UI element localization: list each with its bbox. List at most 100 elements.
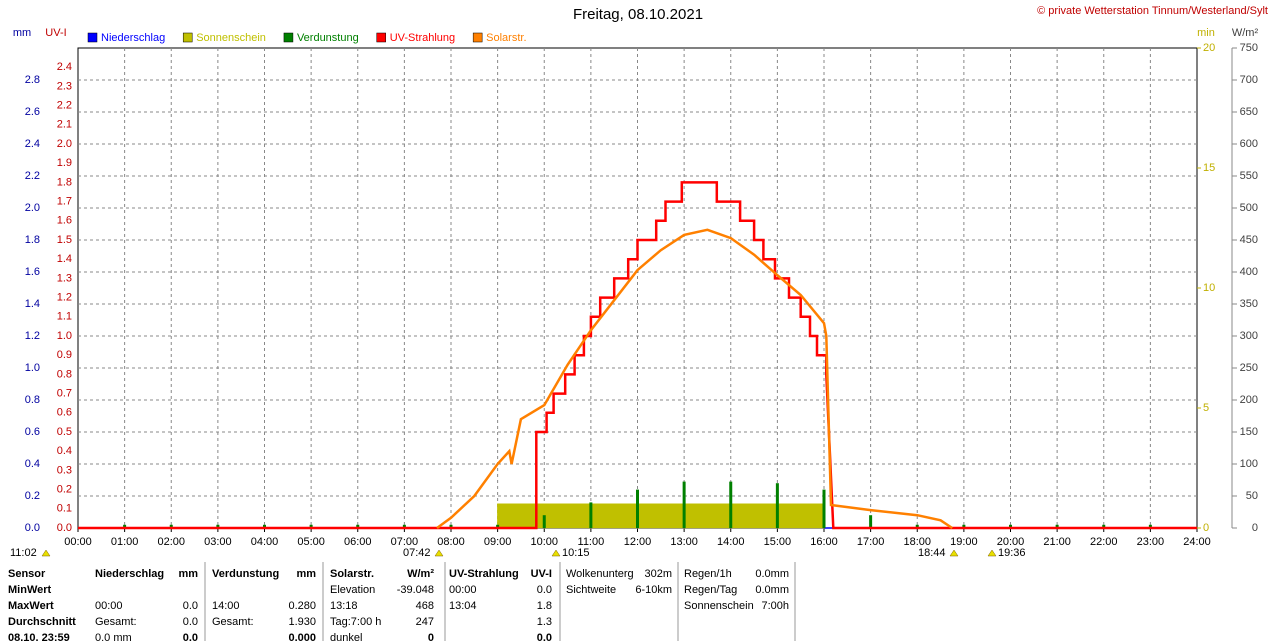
table-cell: 1.3: [537, 616, 552, 628]
y-tick-label: 2.6: [25, 106, 40, 118]
info-value: 0.0mm: [755, 584, 789, 596]
series-line: [436, 228, 953, 530]
x-tick-label: 01:00: [111, 536, 139, 548]
table-cell: UV-Strahlung: [449, 568, 519, 580]
y-tick-label: 2.2: [25, 170, 40, 182]
legend-label: Solarstr.: [486, 32, 526, 44]
sunshine-bar: [543, 503, 569, 529]
sunshine-bar: [637, 503, 662, 529]
table-cell: W/m²: [407, 568, 434, 580]
table-cell: Elevation: [330, 584, 375, 596]
sunshine-bar: [660, 503, 685, 529]
legend-swatch: [182, 32, 193, 43]
info-value: 7:00h: [761, 600, 789, 612]
table-cell: Niederschlag: [95, 568, 164, 580]
y-tick-label: 0.6: [25, 426, 40, 438]
y-tick-label: 350: [1240, 298, 1258, 310]
y-tick-label: 1.6: [57, 215, 72, 227]
table-cell: 08.10. 23:59: [8, 632, 70, 641]
x-tick-label: 23:00: [1137, 536, 1165, 548]
y-tick-label: 0.8: [25, 394, 40, 406]
table-cell: 0.0: [537, 632, 552, 641]
y-tick-label: 2.0: [57, 138, 72, 150]
y-tick-label: 0.6: [57, 407, 72, 419]
y-tick-label: 0.8: [57, 368, 72, 380]
time-marker: 07:42: [403, 547, 431, 559]
x-tick-label: 10:00: [530, 536, 558, 548]
y-tick-label: 450: [1240, 234, 1258, 246]
x-tick-label: 15:00: [764, 536, 792, 548]
axis-unit: mm: [13, 27, 31, 39]
y-tick-label: 0.7: [57, 388, 72, 400]
legend-swatch: [87, 32, 98, 43]
table-cell: Solarstr.: [330, 568, 374, 580]
y-tick-label: 2.1: [57, 119, 72, 131]
y-tick-label: 2.0: [25, 202, 40, 214]
y-tick-label: 650: [1240, 106, 1258, 118]
sunshine-bar: [613, 503, 638, 529]
y-tick-label: 2.8: [25, 74, 40, 86]
x-tick-label: 09:00: [484, 536, 512, 548]
y-tick-label: 20: [1203, 42, 1215, 54]
table-cell: 0.0 mm: [95, 632, 132, 641]
legend-swatch: [376, 32, 386, 43]
x-tick-label: 08:00: [437, 536, 465, 548]
y-tick-label: 0: [1203, 522, 1209, 534]
table-cell: 0.0: [183, 632, 198, 641]
table-cell: dunkel: [330, 632, 362, 641]
legend-swatch: [472, 32, 483, 43]
axis-unit: W/m²: [1232, 27, 1259, 39]
x-tick-label: 22:00: [1090, 536, 1118, 548]
axis-unit: min: [1197, 27, 1215, 39]
table-cell: 0.0: [183, 600, 198, 612]
y-tick-label: 0.4: [57, 445, 72, 457]
table-cell: 0.280: [288, 600, 316, 612]
sunshine-bar: [520, 503, 545, 529]
x-tick-label: 00:00: [64, 536, 92, 548]
info-label: Regen/1h: [684, 568, 732, 580]
table-cell: 0.0: [537, 584, 552, 596]
time-marker: 10:15: [562, 547, 590, 559]
y-tick-label: 750: [1240, 42, 1258, 54]
y-tick-label: 2.2: [57, 100, 72, 112]
table-cell: mm: [178, 568, 198, 580]
y-tick-label: 0.3: [57, 464, 72, 476]
info-value: 0.0mm: [755, 568, 789, 580]
y-tick-label: 1.1: [57, 311, 72, 323]
y-tick-label: 0.0: [57, 522, 72, 534]
copyright: © private Wetterstation Tinnum/Westerlan…: [1037, 5, 1268, 17]
table-cell: 1.930: [288, 616, 316, 628]
y-tick-label: 1.6: [25, 266, 40, 278]
table-cell: 0.000: [288, 632, 316, 641]
x-tick-label: 21:00: [1043, 536, 1071, 548]
series-line: [78, 181, 1197, 530]
x-tick-label: 06:00: [344, 536, 372, 548]
y-tick-label: 2.3: [57, 80, 72, 92]
info-label: Wolkenunterg: [566, 568, 634, 580]
y-tick-label: 0: [1252, 522, 1258, 534]
x-tick-label: 19:00: [950, 536, 978, 548]
x-tick-label: 07:00: [391, 536, 419, 548]
y-tick-label: 0.0: [25, 522, 40, 534]
info-value: 6-10km: [635, 584, 672, 596]
info-label: Regen/Tag: [684, 584, 737, 596]
y-tick-label: 1.9: [57, 157, 72, 169]
chart-title: Freitag, 08.10.2021: [573, 6, 703, 23]
sunshine-bar: [567, 503, 592, 529]
marker-icon: [949, 549, 959, 557]
y-tick-label: 2.4: [25, 138, 40, 150]
y-tick-label: 0.4: [25, 458, 40, 470]
table-cell: 14:00: [212, 600, 240, 612]
table-cell: 468: [416, 600, 434, 612]
legend-swatch: [283, 32, 294, 43]
time-marker: 19:36: [998, 547, 1026, 559]
x-tick-label: 17:00: [857, 536, 885, 548]
x-tick-label: 16:00: [810, 536, 838, 548]
sunshine-bar: [730, 503, 755, 529]
sunshine-bar: [590, 503, 615, 529]
x-tick-label: 11:00: [578, 536, 605, 548]
sunshine-bar: [497, 503, 522, 529]
x-tick-label: 24:00: [1183, 536, 1211, 548]
table-cell: 00:00: [95, 600, 123, 612]
table-cell: Tag:7:00 h: [330, 616, 381, 628]
